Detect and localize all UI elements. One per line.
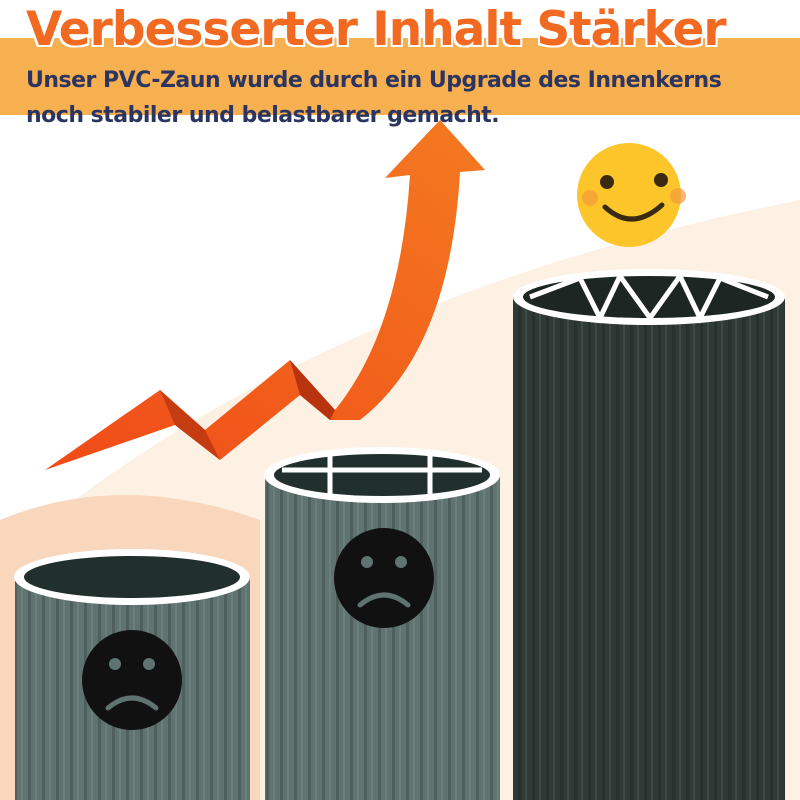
subtitle-line-1: Unser PVC-Zaun wurde durch ein Upgrade d… (26, 68, 722, 93)
trend-up-arrow (45, 120, 485, 470)
page-title: Verbesserter Inhalt Stärker (26, 2, 727, 57)
sad-face-icon (82, 630, 182, 730)
header-band (0, 38, 800, 115)
pipe-medium (264, 447, 500, 800)
sad-face-icon (334, 528, 434, 628)
happy-face-icon (577, 143, 686, 247)
subtitle-line-2: noch stabiler und belastbarer gemacht. (26, 103, 500, 128)
pipe-large (513, 269, 785, 800)
